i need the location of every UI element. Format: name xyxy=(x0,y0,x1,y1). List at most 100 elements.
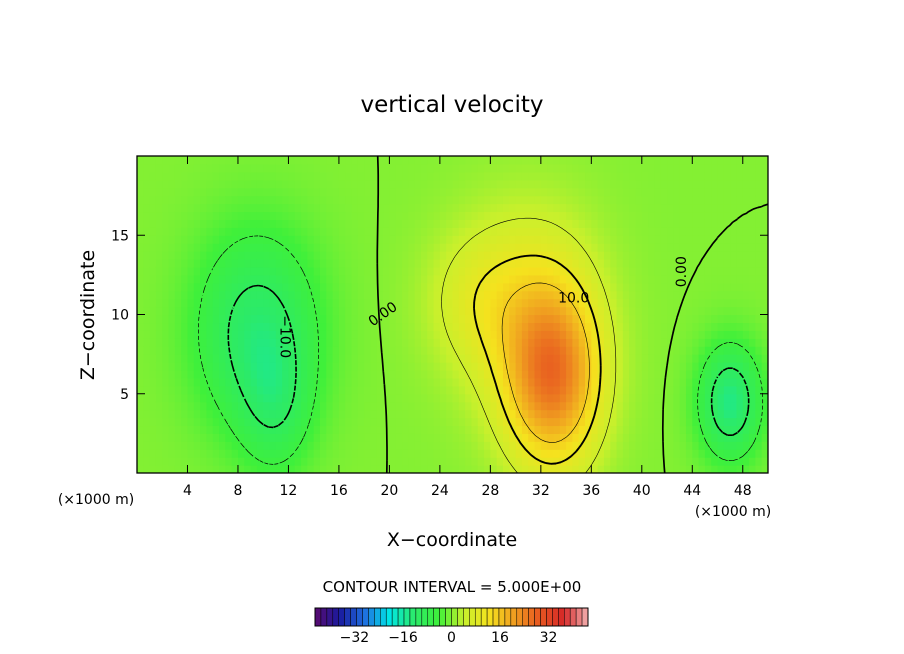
field-cell xyxy=(692,457,700,466)
colorbar-segment xyxy=(451,607,458,627)
field-cell xyxy=(667,195,674,205)
field-cell xyxy=(685,377,693,387)
field-cell xyxy=(616,322,624,331)
field-cell xyxy=(446,449,454,458)
field-cell xyxy=(389,266,397,276)
field-cell xyxy=(389,322,397,331)
field-cell xyxy=(484,227,491,236)
field-cell xyxy=(275,330,283,339)
field-cell xyxy=(433,298,441,308)
field-cell xyxy=(402,274,409,284)
field-cell xyxy=(692,354,700,363)
field-cell xyxy=(149,219,157,228)
field-cell xyxy=(338,465,346,473)
field-cell xyxy=(162,417,170,427)
field-cell xyxy=(351,156,359,165)
field-cell xyxy=(736,187,744,197)
field-cell xyxy=(660,322,668,331)
field-cell xyxy=(761,274,768,284)
field-cell xyxy=(389,306,397,316)
field-cell xyxy=(168,338,176,347)
field-cell xyxy=(174,298,182,308)
field-cell xyxy=(616,354,624,363)
field-cell xyxy=(250,282,258,292)
field-cell xyxy=(155,187,163,197)
field-cell xyxy=(338,282,346,292)
field-cell xyxy=(717,377,725,387)
field-cell xyxy=(338,314,346,324)
field-cell xyxy=(301,433,308,442)
field-cell xyxy=(660,163,668,173)
field-cell xyxy=(629,330,637,339)
field-cell xyxy=(736,417,744,427)
field-cell xyxy=(572,346,580,355)
field-cell xyxy=(685,235,693,244)
field-cell xyxy=(742,322,750,331)
field-cell xyxy=(433,163,441,173)
field-cell xyxy=(332,409,340,419)
field-cell xyxy=(219,433,226,442)
field-cell xyxy=(597,306,605,316)
field-cell xyxy=(616,433,624,442)
field-cell xyxy=(383,385,390,395)
field-cell xyxy=(736,156,744,165)
field-cell xyxy=(275,306,283,316)
field-cell xyxy=(402,354,409,363)
field-cell xyxy=(679,449,687,458)
field-cell xyxy=(509,227,517,236)
field-cell xyxy=(446,433,454,442)
field-cell xyxy=(338,409,346,419)
field-cell xyxy=(357,457,365,466)
field-cell xyxy=(654,441,662,450)
field-cell xyxy=(282,449,290,458)
field-cell xyxy=(761,306,768,316)
field-cell xyxy=(540,179,548,189)
field-cell xyxy=(143,354,151,363)
field-cell xyxy=(231,203,239,213)
field-cell xyxy=(439,227,447,236)
field-cell xyxy=(294,266,302,276)
field-cell xyxy=(717,179,725,189)
field-cell xyxy=(345,417,353,427)
field-cell xyxy=(610,227,618,236)
field-cell xyxy=(301,314,308,324)
field-cell xyxy=(307,346,315,355)
field-cell xyxy=(389,290,397,300)
field-cell xyxy=(288,457,296,466)
field-cell xyxy=(711,465,719,473)
field-cell xyxy=(231,195,239,205)
field-cell xyxy=(250,369,258,379)
field-cell xyxy=(414,298,422,308)
field-cell xyxy=(319,243,327,252)
field-cell xyxy=(736,282,744,292)
field-cell xyxy=(761,362,768,371)
field-cell xyxy=(408,457,416,466)
field-cell xyxy=(408,330,416,339)
field-cell xyxy=(654,425,662,434)
field-cell xyxy=(351,211,359,220)
field-cell xyxy=(553,171,561,181)
field-cell xyxy=(736,219,744,228)
field-cell xyxy=(357,393,365,403)
field-cell xyxy=(629,385,637,395)
field-cell xyxy=(263,243,271,252)
field-cell xyxy=(591,401,599,411)
field-cell xyxy=(256,195,264,205)
field-cell xyxy=(679,465,687,473)
field-cell xyxy=(692,274,700,284)
field-cell xyxy=(206,369,214,379)
field-cell xyxy=(143,322,151,331)
field-cell xyxy=(566,290,573,300)
field-cell xyxy=(465,227,473,236)
field-cell xyxy=(515,282,523,292)
field-cell xyxy=(566,441,573,450)
field-cell xyxy=(212,417,220,427)
field-cell xyxy=(383,362,390,371)
field-cell xyxy=(351,179,359,189)
field-cell xyxy=(263,441,271,450)
field-cell xyxy=(376,235,384,244)
field-cell xyxy=(496,457,504,466)
field-cell xyxy=(749,385,756,395)
field-cell xyxy=(439,377,447,387)
field-cell xyxy=(446,441,454,450)
